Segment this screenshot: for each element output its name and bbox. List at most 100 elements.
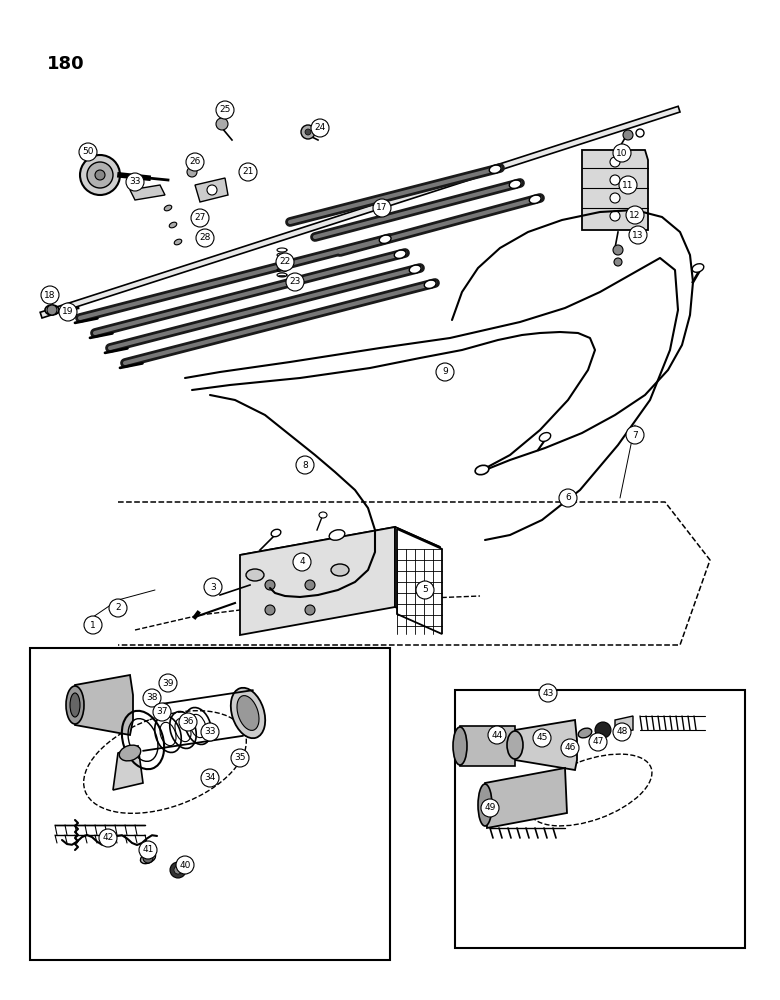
Circle shape [84,616,102,634]
Text: 33: 33 [204,728,216,736]
Circle shape [373,199,391,217]
Text: 43: 43 [542,688,554,698]
Text: 44: 44 [491,730,502,740]
Ellipse shape [66,686,84,724]
Text: 34: 34 [204,774,216,782]
Text: 11: 11 [622,180,633,190]
Ellipse shape [271,529,281,537]
Polygon shape [113,746,143,790]
Circle shape [481,799,499,817]
Circle shape [276,253,294,271]
Text: 13: 13 [633,231,644,239]
Text: 36: 36 [183,718,193,726]
Circle shape [559,489,577,507]
Text: 49: 49 [484,804,495,812]
Circle shape [636,129,644,137]
Circle shape [311,119,329,137]
Circle shape [196,229,214,247]
Text: 180: 180 [47,55,84,73]
Circle shape [626,206,644,224]
Circle shape [41,286,59,304]
Ellipse shape [174,239,182,245]
Circle shape [610,211,620,221]
Text: 1: 1 [90,620,96,630]
Text: 41: 41 [142,846,154,854]
Polygon shape [397,529,442,634]
Circle shape [191,209,209,227]
Text: 12: 12 [629,211,640,220]
Ellipse shape [231,688,265,738]
Ellipse shape [140,852,155,864]
Ellipse shape [70,693,80,717]
Text: 39: 39 [162,678,174,688]
Text: 8: 8 [302,460,308,470]
Text: 3: 3 [210,582,216,591]
Polygon shape [485,768,567,828]
Circle shape [539,684,557,702]
Circle shape [174,866,182,874]
Ellipse shape [507,731,523,759]
Circle shape [207,185,217,195]
Circle shape [159,674,177,692]
Polygon shape [395,527,440,627]
Circle shape [201,723,219,741]
Polygon shape [40,106,680,318]
Text: 5: 5 [422,585,428,594]
Polygon shape [582,150,648,230]
Circle shape [126,173,144,191]
Circle shape [296,456,314,474]
Text: 22: 22 [279,257,291,266]
Circle shape [613,723,631,741]
Circle shape [533,729,551,747]
Ellipse shape [424,280,436,288]
Ellipse shape [246,569,264,581]
Circle shape [153,703,171,721]
Ellipse shape [237,696,259,730]
Circle shape [610,193,620,203]
Circle shape [79,143,97,161]
Text: 50: 50 [82,147,94,156]
Circle shape [187,167,197,177]
Ellipse shape [119,745,140,761]
Ellipse shape [478,784,492,826]
Circle shape [561,739,579,757]
Circle shape [170,862,186,878]
Circle shape [305,605,315,615]
Circle shape [613,144,631,162]
Ellipse shape [319,512,327,518]
Bar [455,690,745,948]
Ellipse shape [331,564,349,576]
Circle shape [216,118,228,130]
Circle shape [301,125,315,139]
Ellipse shape [530,195,541,203]
Circle shape [293,553,311,571]
Ellipse shape [489,165,501,173]
Polygon shape [75,675,133,735]
Circle shape [231,749,249,767]
Text: 24: 24 [314,123,325,132]
Circle shape [416,581,434,599]
Ellipse shape [692,264,704,272]
Circle shape [595,722,611,738]
Circle shape [143,689,161,707]
Ellipse shape [578,728,592,738]
Ellipse shape [410,265,421,273]
Text: 47: 47 [592,738,604,746]
Circle shape [265,605,275,615]
Polygon shape [515,720,577,770]
Circle shape [139,841,157,859]
Text: 10: 10 [616,148,628,157]
Circle shape [109,599,127,617]
Polygon shape [240,527,395,635]
Circle shape [99,829,117,847]
Text: 6: 6 [566,493,571,502]
Text: 26: 26 [190,157,200,166]
Text: 7: 7 [632,430,638,440]
Circle shape [488,726,506,744]
Circle shape [143,853,153,863]
Circle shape [286,273,304,291]
Ellipse shape [165,205,172,211]
Circle shape [305,129,311,135]
Text: 37: 37 [156,708,168,716]
Ellipse shape [539,433,551,441]
